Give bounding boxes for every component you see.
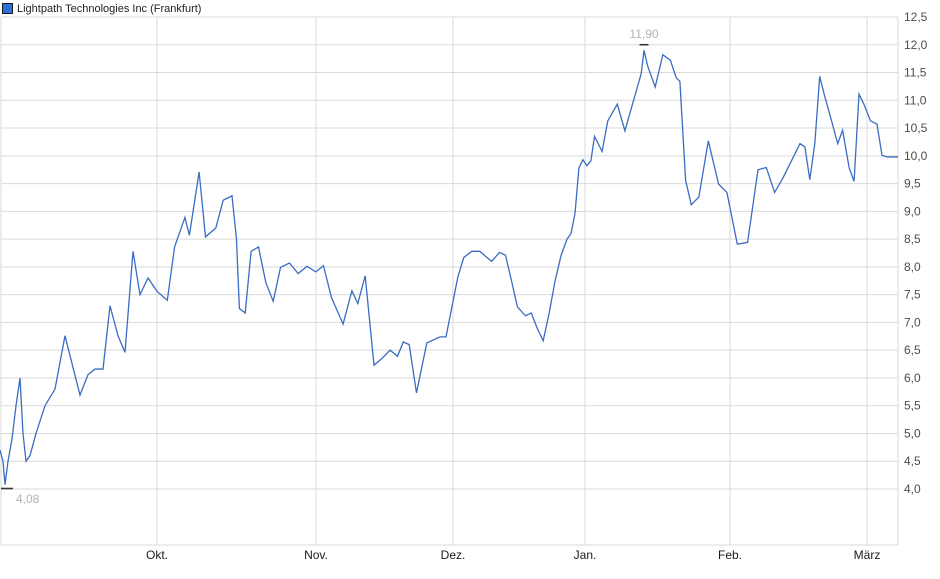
svg-text:8,0: 8,0 [904, 260, 921, 274]
svg-text:9,0: 9,0 [904, 204, 921, 218]
svg-text:4,0: 4,0 [904, 482, 921, 496]
svg-text:6,5: 6,5 [904, 343, 921, 357]
svg-text:Okt.: Okt. [146, 548, 168, 562]
svg-text:12,5: 12,5 [904, 10, 928, 24]
svg-text:11,5: 11,5 [904, 66, 927, 80]
svg-text:4,08: 4,08 [16, 492, 40, 506]
svg-text:10,5: 10,5 [904, 121, 928, 135]
svg-text:11,0: 11,0 [904, 93, 927, 107]
svg-text:Feb.: Feb. [718, 548, 742, 562]
svg-text:4,5: 4,5 [904, 454, 921, 468]
svg-text:5,5: 5,5 [904, 399, 921, 413]
svg-text:7,0: 7,0 [904, 315, 921, 329]
svg-text:5,0: 5,0 [904, 426, 921, 440]
svg-text:Jan.: Jan. [574, 548, 597, 562]
svg-text:Nov.: Nov. [304, 548, 328, 562]
svg-text:9,5: 9,5 [904, 177, 921, 191]
svg-text:7,5: 7,5 [904, 288, 921, 302]
svg-text:12,0: 12,0 [904, 38, 928, 52]
svg-text:8,5: 8,5 [904, 232, 921, 246]
svg-text:11,90: 11,90 [629, 27, 658, 41]
svg-text:März: März [854, 548, 881, 562]
svg-text:Dez.: Dez. [441, 548, 466, 562]
svg-text:6,0: 6,0 [904, 371, 921, 385]
svg-text:10,0: 10,0 [904, 149, 928, 163]
